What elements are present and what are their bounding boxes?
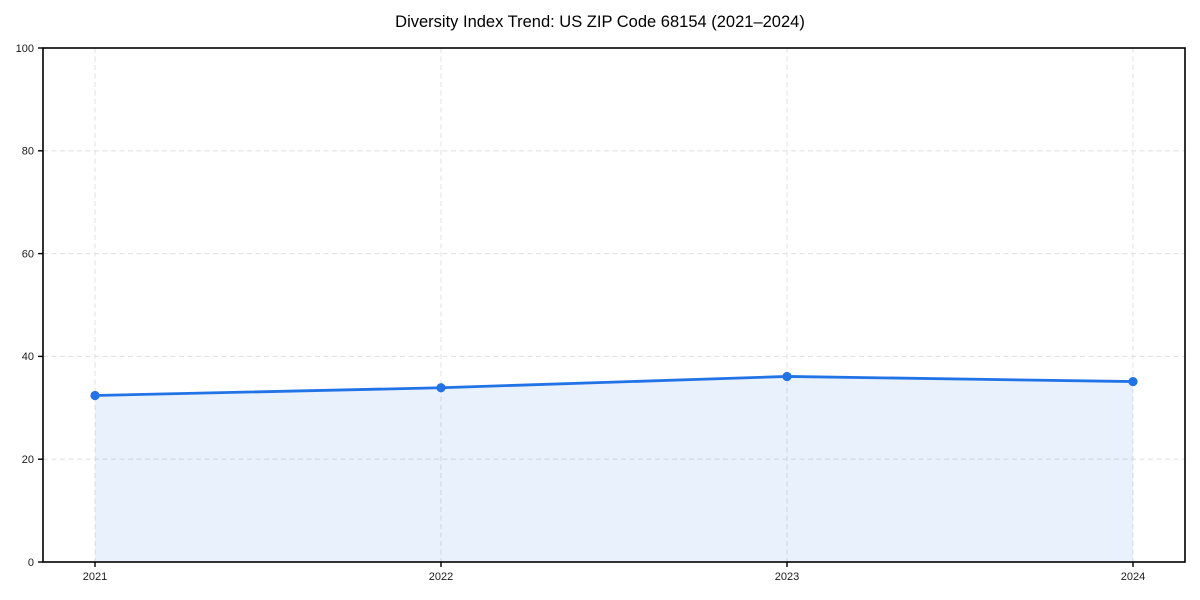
trend-line — [93, 375, 1135, 397]
area-fill — [95, 376, 1133, 562]
x-tick-label: 2023 — [775, 571, 799, 583]
x-tick-label: 2024 — [1121, 571, 1145, 583]
chart-title: Diversity Index Trend: US ZIP Code 68154… — [395, 13, 805, 31]
data-point-2023 — [782, 371, 792, 382]
y-tick-label: 60 — [22, 248, 34, 260]
x-tick-label: 2022 — [429, 571, 453, 583]
data-point-2021 — [90, 390, 100, 401]
y-tick-label: 40 — [22, 351, 34, 363]
data-point-2024 — [1128, 376, 1138, 387]
y-tick-label: 80 — [22, 146, 34, 158]
y-tick-label: 100 — [16, 43, 34, 55]
plot-border — [42, 47, 1186, 563]
x-tick-label: 2021 — [83, 571, 107, 583]
data-point-2022 — [436, 383, 446, 393]
y-tick-label: 0 — [28, 557, 34, 569]
y-tick-label: 20 — [22, 454, 34, 466]
